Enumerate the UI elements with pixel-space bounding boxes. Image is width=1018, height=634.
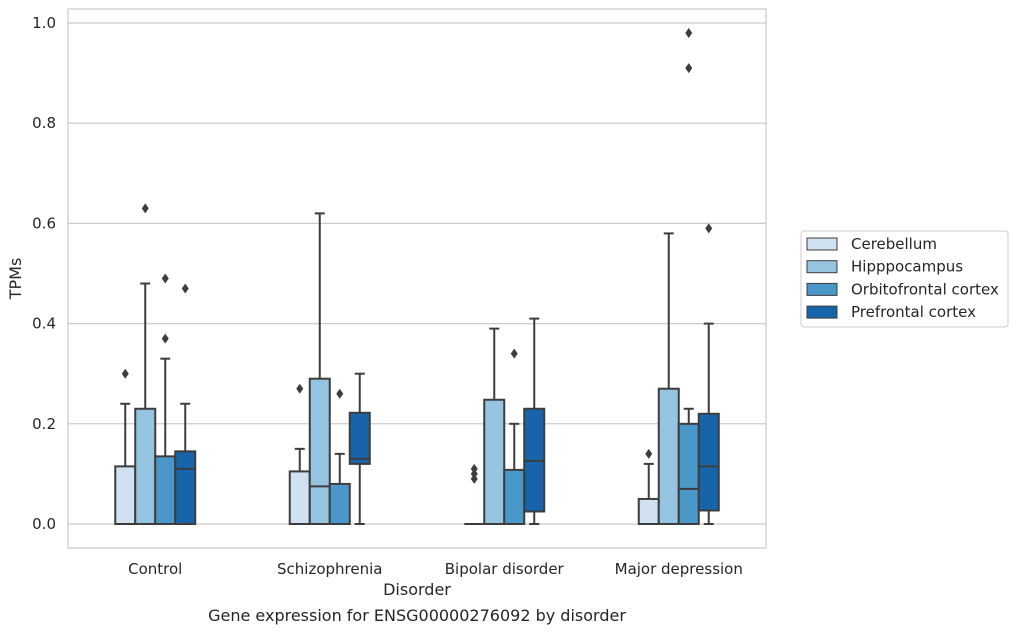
legend-swatch	[806, 305, 838, 319]
x-tick-labels: Control Schizophrenia Bipolar disorder Majo…	[128, 560, 743, 578]
x-axis-label: Disorder	[383, 580, 451, 599]
box-hipppocampus	[134, 203, 157, 525]
legend-swatch	[806, 282, 838, 296]
legend-swatch	[806, 260, 838, 274]
outlier-point	[645, 448, 653, 459]
box-body	[134, 407, 157, 525]
legend-label: Hipppocampus	[851, 258, 963, 276]
box-hipppocampus	[483, 327, 506, 526]
box-body	[637, 497, 660, 526]
box-body	[348, 411, 371, 465]
box-prefrontal-cortex	[348, 372, 371, 525]
box-orbitofrontal-cortex	[503, 348, 526, 525]
box-body	[483, 398, 506, 526]
outlier-point	[141, 203, 149, 214]
y-tick-label: 0.2	[32, 415, 56, 433]
box-body	[154, 455, 177, 525]
x-tick-label: Schizophrenia	[277, 560, 382, 578]
x-tick-label: Bipolar disorder	[445, 560, 565, 578]
outlier-point	[510, 348, 518, 359]
outlier-point	[336, 388, 344, 399]
outlier-point	[685, 28, 693, 39]
box-body	[697, 412, 720, 512]
box-cerebellum	[288, 383, 311, 525]
y-axis-label: TPMs	[6, 258, 25, 301]
outlier-point	[470, 463, 478, 474]
box-cerebellum	[114, 368, 137, 526]
x-tick-label: Control	[128, 560, 182, 578]
box-hipppocampus	[308, 212, 331, 525]
y-tick-labels: 0.0 0.2 0.4 0.6 0.8 1.0	[32, 14, 56, 533]
y-tick-label: 0.0	[32, 515, 56, 533]
legend-label: Prefrontal cortex	[851, 303, 976, 321]
outlier-point	[161, 273, 169, 284]
box-body	[657, 387, 680, 526]
legend-swatch	[806, 237, 838, 251]
box-cerebellum	[637, 448, 660, 526]
box-prefrontal-cortex	[697, 223, 720, 525]
outlier-point	[161, 333, 169, 344]
outlier-point	[685, 63, 693, 74]
box-orbitofrontal-cortex	[328, 388, 351, 526]
figure-caption: Gene expression for ENSG00000276092 by d…	[208, 606, 626, 625]
outlier-point	[705, 223, 713, 234]
legend: Cerebellum Hipppocampus Orbitofrontal cort…	[800, 230, 1009, 328]
y-tick-label: 0.8	[32, 114, 56, 132]
box-prefrontal-cortex	[174, 283, 197, 526]
x-tick-label: Major depression	[615, 560, 743, 578]
outlier-point	[121, 368, 129, 379]
box-prefrontal-cortex	[523, 317, 546, 525]
y-tick-label: 1.0	[32, 14, 56, 32]
box-hipppocampus	[657, 232, 680, 526]
y-tick-label: 0.6	[32, 214, 56, 232]
legend-label: Cerebellum	[851, 235, 937, 253]
y-tick-label: 0.4	[32, 315, 56, 333]
plot-frame	[67, 8, 767, 549]
box-body	[503, 468, 526, 525]
outlier-point	[470, 473, 478, 484]
box-groups	[114, 28, 720, 526]
box-body	[288, 470, 311, 525]
outlier-point	[296, 383, 304, 394]
legend-label: Orbitofrontal cortex	[851, 280, 999, 298]
box-orbitofrontal-cortex	[154, 273, 177, 525]
outlier-point	[181, 283, 189, 294]
box-body	[174, 450, 197, 526]
box-body	[114, 465, 137, 526]
box-cerebellum	[464, 463, 485, 525]
box-body	[308, 377, 331, 525]
box-orbitofrontal-cortex	[677, 28, 700, 525]
outlier-point	[470, 468, 478, 479]
legend-frame	[800, 230, 1009, 328]
box-body	[328, 482, 351, 526]
box-body	[677, 422, 700, 525]
